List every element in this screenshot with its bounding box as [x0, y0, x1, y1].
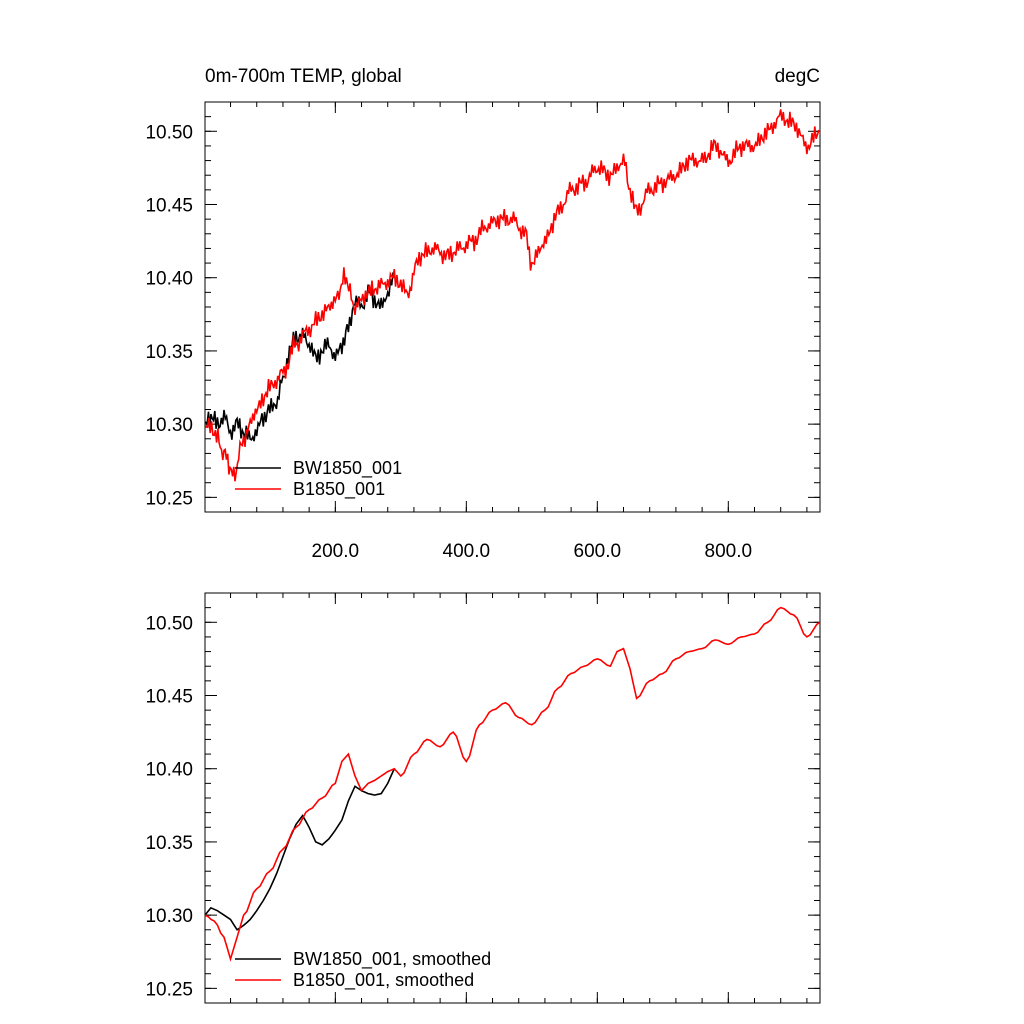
- y-tick-label: 10.25: [145, 979, 193, 1000]
- panel-bottom: 10.25 10.30 10.35 10.40 10.45 10.50 BW1850_001…: [145, 592, 821, 1004]
- y-tick-label: 10.50: [145, 613, 193, 634]
- legend-entry: BW1850_001, smoothed: [293, 949, 491, 970]
- legend-entry: B1850_001, smoothed: [293, 970, 474, 991]
- panel-top: 10.25 10.30 10.35 10.40 10.45 10.50 200.0 400.0…: [145, 66, 821, 562]
- series-line-b1850-001-smoothed: [205, 606, 820, 962]
- chart-title: 0m-700m TEMP, global: [205, 66, 402, 87]
- x-tick-label: 400.0: [443, 541, 491, 562]
- y-tick-label: 10.35: [145, 833, 193, 854]
- y-tick-label: 10.45: [145, 196, 193, 217]
- series-line-bw1850-001-smoothed: [205, 768, 396, 931]
- y-tick-label: 10.50: [145, 122, 193, 143]
- legend-entry: B1850_001: [293, 479, 385, 500]
- y-tick-label: 10.30: [145, 415, 193, 436]
- y-tick-label: 10.30: [145, 906, 193, 927]
- x-tick-label: 200.0: [312, 541, 360, 562]
- y-tick-label: 10.45: [145, 687, 193, 708]
- x-tick-label: 800.0: [705, 541, 753, 562]
- y-tick-label: 10.40: [145, 269, 193, 290]
- legend-entry: BW1850_001: [293, 458, 402, 479]
- series-line-b1850-001: [205, 109, 820, 482]
- x-tick-label: 600.0: [574, 541, 622, 562]
- y-tick-label: 10.25: [145, 488, 193, 509]
- y-tick-label: 10.35: [145, 342, 193, 363]
- units-label: degC: [775, 66, 820, 87]
- plot-frame: [204, 592, 821, 1004]
- y-tick-label: 10.40: [145, 760, 193, 781]
